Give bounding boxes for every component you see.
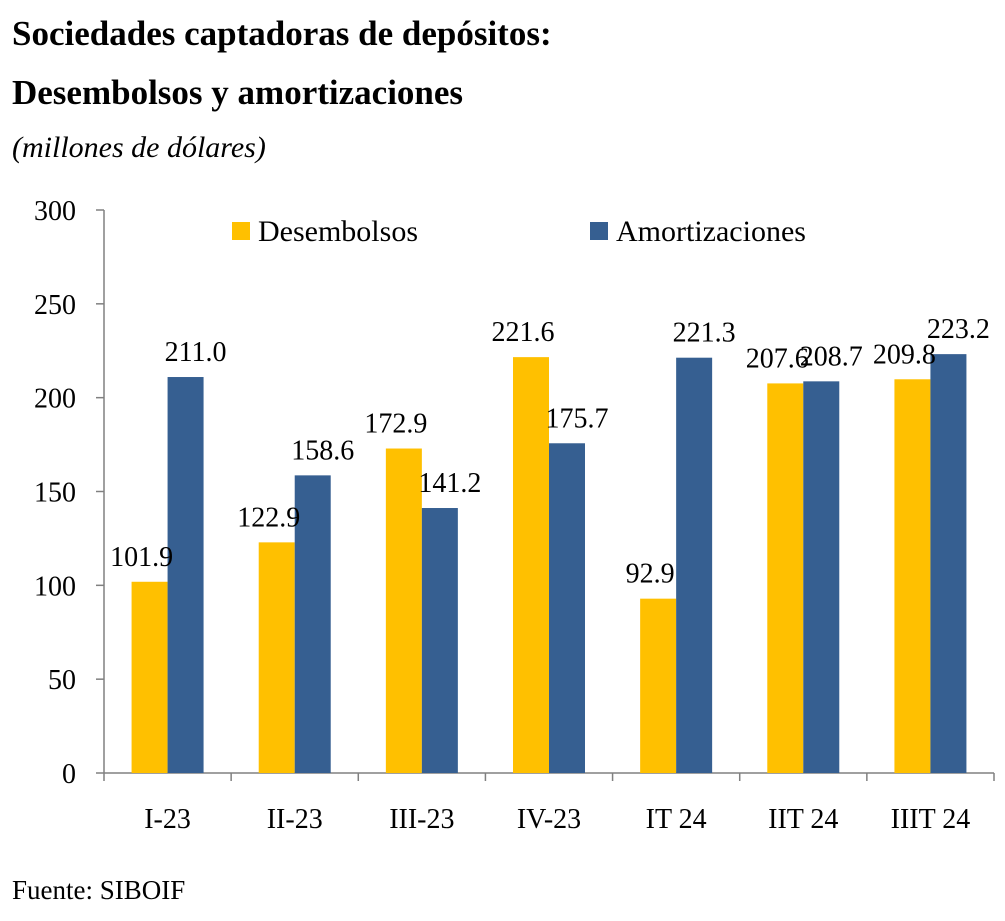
bar-desembolsos [894, 379, 931, 773]
x-tick-label: IT 24 [646, 804, 707, 835]
chart-axes: 0 50 100 150 200 250 300 I-23 II-23 III-23 IV-23 IT… [34, 196, 995, 835]
data-label-amortizaciones: 223.2 [927, 314, 990, 345]
data-label-amortizaciones: 158.6 [291, 435, 354, 466]
data-label-desembolsos: 92.9 [626, 559, 675, 590]
data-label-desembolsos: 172.9 [364, 409, 427, 440]
y-tick-label: 300 [34, 196, 76, 227]
bar-desembolsos [640, 598, 677, 773]
data-label-desembolsos: 101.9 [110, 542, 173, 573]
bar-desembolsos [131, 581, 168, 773]
bar-amortizaciones [294, 475, 331, 773]
y-tick-label: 150 [34, 478, 76, 509]
y-tick-label: 50 [48, 665, 76, 696]
bar-amortizaciones [803, 381, 840, 773]
x-tick-label: IIIT 24 [891, 804, 971, 835]
y-tick-label: 0 [62, 759, 76, 790]
x-tick-label: IIT 24 [768, 804, 838, 835]
data-label-desembolsos: 221.6 [492, 317, 555, 348]
data-label-amortizaciones: 175.7 [546, 403, 609, 434]
chart-legend: Desembolsos Amortizaciones [232, 215, 806, 248]
bar-desembolsos [513, 357, 549, 773]
data-label-amortizaciones: 141.2 [418, 468, 481, 499]
data-label-amortizaciones: 208.7 [800, 341, 863, 372]
legend-desembolsos-swatch [232, 222, 250, 240]
chart-data-labels: 101.9 122.9 172.9 221.6 92.9 207.6 209.8 211.0 1… [110, 314, 990, 590]
bar-desembolsos [767, 383, 804, 773]
bar-amortizaciones [167, 377, 204, 773]
x-tick-label: I-23 [144, 804, 191, 835]
data-label-desembolsos: 122.9 [237, 502, 300, 533]
data-label-amortizaciones: 211.0 [165, 337, 227, 368]
data-label-amortizaciones: 221.3 [673, 318, 736, 349]
legend-amortizaciones-swatch [590, 222, 608, 240]
bar-desembolsos [385, 448, 422, 773]
data-label-desembolsos: 207.6 [746, 343, 809, 374]
y-tick-label: 200 [34, 384, 76, 415]
x-tick-label: II-23 [267, 804, 323, 835]
data-label-desembolsos: 209.8 [873, 339, 936, 370]
chart-title-line-1: Sociedades captadoras de depósitos: [12, 14, 552, 53]
x-tick-label: IV-23 [517, 804, 581, 835]
bar-amortizaciones [930, 354, 967, 773]
chart-bars [131, 354, 967, 773]
x-tick-label: III-23 [389, 804, 454, 835]
bar-desembolsos [258, 542, 295, 773]
bar-amortizaciones [421, 508, 458, 773]
chart-subtitle: (millones de dólares) [12, 131, 266, 164]
bar-amortizaciones [549, 443, 585, 773]
bar-amortizaciones [676, 357, 713, 773]
legend-desembolsos-label: Desembolsos [258, 215, 418, 248]
legend-amortizaciones-label: Amortizaciones [616, 215, 806, 248]
y-tick-label: 100 [34, 571, 76, 602]
chart-title-line-2: Desembolsos y amortizaciones [12, 73, 464, 112]
source-note: Fuente: SIBOIF [12, 875, 186, 905]
y-tick-label: 250 [34, 290, 76, 321]
